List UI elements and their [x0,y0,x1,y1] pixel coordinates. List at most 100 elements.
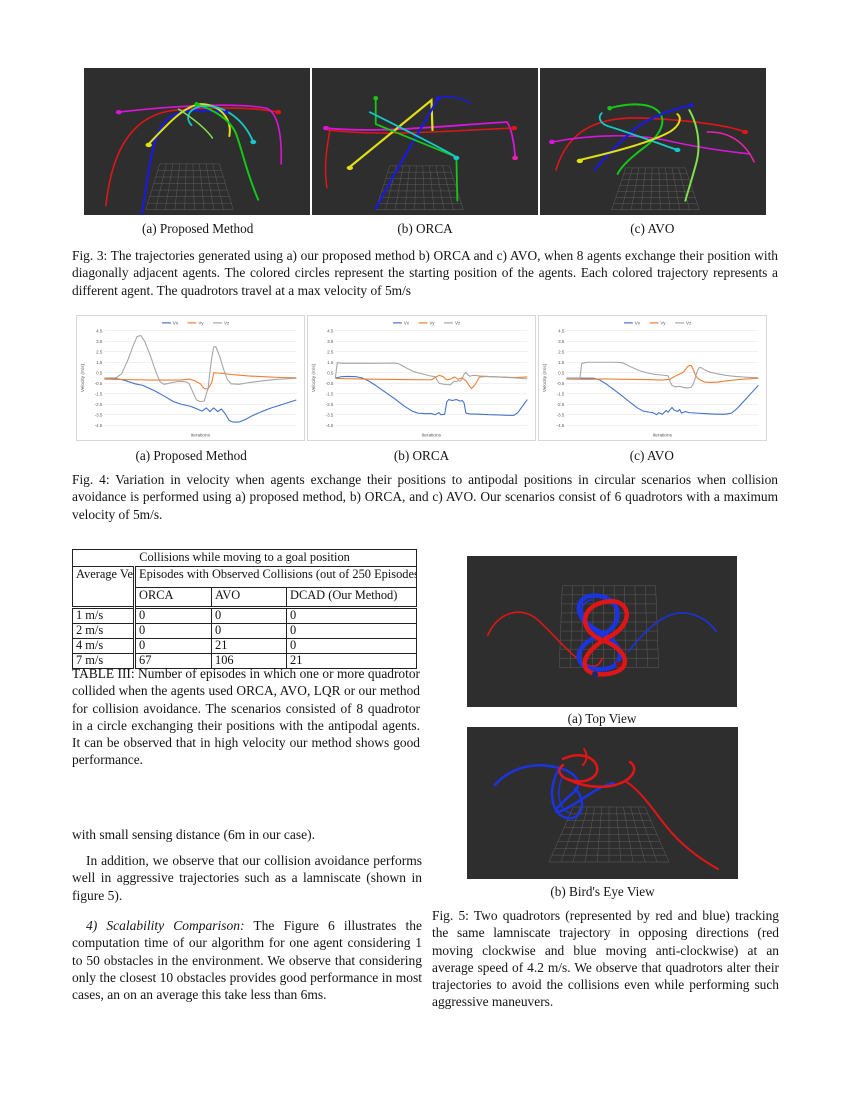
velocity-chart-orca-svg: 4.5 3.5 2.5 1.5 0.5 -0.5 -1.5 -2.5 -3.5 -4.5 Itera… [308,316,535,440]
velocity-chart-orca: 4.5 3.5 2.5 1.5 0.5 -0.5 -1.5 -2.5 -3.5 -4.5 Itera… [307,315,536,441]
svg-text:4.5: 4.5 [558,328,565,333]
svg-text:-0.5: -0.5 [326,381,334,386]
table-col1-header: Average Velocity [72,566,135,608]
table-title: Collisions while moving to a goal positi… [71,549,418,567]
svg-text:-4.5: -4.5 [557,423,565,428]
table-row: 4 m/s 0 21 0 [72,638,418,654]
scalability-heading: 4) Scalability Comparison: [86,918,245,933]
svg-text:3.5: 3.5 [558,339,565,344]
table-col-dcad: DCAD (Our Method) [285,587,418,608]
fig3-panel-orca-svg [312,68,538,215]
svg-text:0.5: 0.5 [558,370,565,375]
fig3-panels-row [84,68,766,215]
table3-caption: TABLE III: Number of episodes in which o… [72,666,420,768]
table-cell-value: 21 [211,638,287,654]
svg-text:-0.5: -0.5 [557,381,565,386]
fig5-birds-eye-image [467,727,738,879]
svg-text:-3.5: -3.5 [95,412,103,417]
table-cell-value: 0 [285,638,418,654]
fig3-caption: Fig. 3: The trajectories generated using… [72,248,778,298]
svg-text:Velocity (m/s): Velocity (m/s) [80,363,86,392]
table-title-row: Collisions while moving to a goal positi… [71,549,418,567]
scalability-text: The Figure 6 illustrates the computation… [72,918,422,1003]
table-row: 2 m/s 0 0 0 [72,623,418,639]
svg-text:Vz: Vz [455,321,461,326]
svg-text:0.5: 0.5 [327,370,334,375]
table-col-avo: AVO [211,587,287,608]
svg-text:Vy: Vy [429,321,435,326]
fig3-subcaption-a: (a) Proposed Method [141,221,254,236]
svg-text:Iterations: Iterations [422,433,442,439]
svg-text:3.5: 3.5 [96,339,103,344]
table-cell-value: 21 [285,653,418,669]
body-paragraph-1: with small sensing distance (6m in our c… [72,827,315,842]
svg-text:4.5: 4.5 [96,328,103,333]
fig3-panel-avo-svg [540,68,766,215]
svg-text:-3.5: -3.5 [557,412,565,417]
svg-text:3.5: 3.5 [327,339,334,344]
table-row: 1 m/s 0 0 0 [72,606,418,624]
table-cell-velocity: 4 m/s [72,638,135,654]
fig4-subcaption-a: (a) Proposed Method [135,448,247,463]
svg-text:Velocity (m/s): Velocity (m/s) [311,363,317,392]
table-cell-value: 0 [285,606,418,624]
table-cell-velocity: 7 m/s [72,653,135,669]
velocity-chart-avo: 4.5 3.5 2.5 1.5 0.5 -0.5 -1.5 -2.5 -3.5 -4.5 Itera… [538,315,767,441]
svg-text:1.5: 1.5 [96,360,103,365]
collision-table: Collisions while moving to a goal positi… [71,549,418,669]
svg-text:Vx: Vx [173,321,179,326]
table-cell-value: 0 [133,623,212,639]
svg-text:Vz: Vz [224,321,230,326]
fig3-subcaptions: (a) Proposed Method (b) ORCA (c) AVO [84,221,766,237]
svg-text:2.5: 2.5 [327,349,334,354]
svg-text:Vx: Vx [404,321,410,326]
svg-text:-1.5: -1.5 [326,391,334,396]
fig3-subcaption-b: (b) ORCA [397,221,453,236]
svg-text:-2.5: -2.5 [557,402,565,407]
svg-text:2.5: 2.5 [558,349,565,354]
velocity-chart-avo-svg: 4.5 3.5 2.5 1.5 0.5 -0.5 -1.5 -2.5 -3.5 -4.5 Itera… [539,316,766,440]
svg-text:Vz: Vz [686,321,692,326]
svg-text:Vy: Vy [660,321,666,326]
fig4-subcaptions: (a) Proposed Method (b) ORCA (c) AVO [76,448,767,464]
table-cell-value: 0 [285,623,418,639]
svg-text:1.5: 1.5 [327,360,334,365]
body-paragraph-2: In addition, we observe that our collisi… [72,853,422,903]
svg-text:-1.5: -1.5 [95,391,103,396]
svg-text:Vx: Vx [635,321,641,326]
table-subheader-row: ORCA AVO DCAD (Our Method) [73,587,418,608]
fig5-caption: Fig. 5: Two quadrotors (represented by r… [432,908,779,1010]
fig4-subcaption-b: (b) ORCA [393,448,450,463]
svg-text:4.5: 4.5 [327,328,334,333]
fig3-subcaption-c: (c) AVO [630,221,675,236]
svg-text:2.5: 2.5 [96,349,103,354]
fig3-panel-avo-image [540,68,766,215]
table-header-row: Average Velocity Episodes with Observed … [72,566,418,608]
svg-text:-1.5: -1.5 [557,391,565,396]
table-cell-value: 0 [133,638,212,654]
table-cell-value: 0 [211,606,287,624]
svg-text:-3.5: -3.5 [326,412,334,417]
fig3-panel-proposed-image [84,68,310,215]
table-cell-velocity: 2 m/s [72,623,135,639]
fig5-top-view-image [467,556,737,707]
table-cell-value: 0 [133,606,212,624]
svg-text:Velocity (m/s): Velocity (m/s) [542,363,548,392]
table-cell-velocity: 1 m/s [72,606,135,624]
svg-text:-2.5: -2.5 [95,402,103,407]
svg-text:-0.5: -0.5 [95,381,103,386]
svg-text:0.5: 0.5 [96,370,103,375]
velocity-chart-proposed-svg: 4.5 3.5 2.5 1.5 0.5 -0.5 -1.5 -2.5 -3.5 -4.5 Itera… [77,316,304,440]
fig4-caption: Fig. 4: Variation in velocity when agent… [72,472,778,522]
fig4-charts-row: 4.5 3.5 2.5 1.5 0.5 -0.5 -1.5 -2.5 -3.5 -4.5 Itera… [76,315,767,441]
table-cell-value: 0 [211,623,287,639]
body-paragraph-3: 4) Scalability Comparison: The Figure 6 … [72,917,422,1003]
table-body: 1 m/s 0 0 0 2 m/s 0 0 0 4 m/s 0 21 0 7 m/s 67 106 21 [72,606,418,669]
fig4-subcaption-c: (c) AVO [629,448,674,463]
table-span-header: Episodes with Observed Collisions (out o… [132,566,418,588]
svg-text:Iterations: Iterations [653,433,673,439]
svg-text:-4.5: -4.5 [95,423,103,428]
fig5-top-view-svg [467,556,737,707]
velocity-chart-proposed: 4.5 3.5 2.5 1.5 0.5 -0.5 -1.5 -2.5 -3.5 -4.5 Itera… [76,315,305,441]
